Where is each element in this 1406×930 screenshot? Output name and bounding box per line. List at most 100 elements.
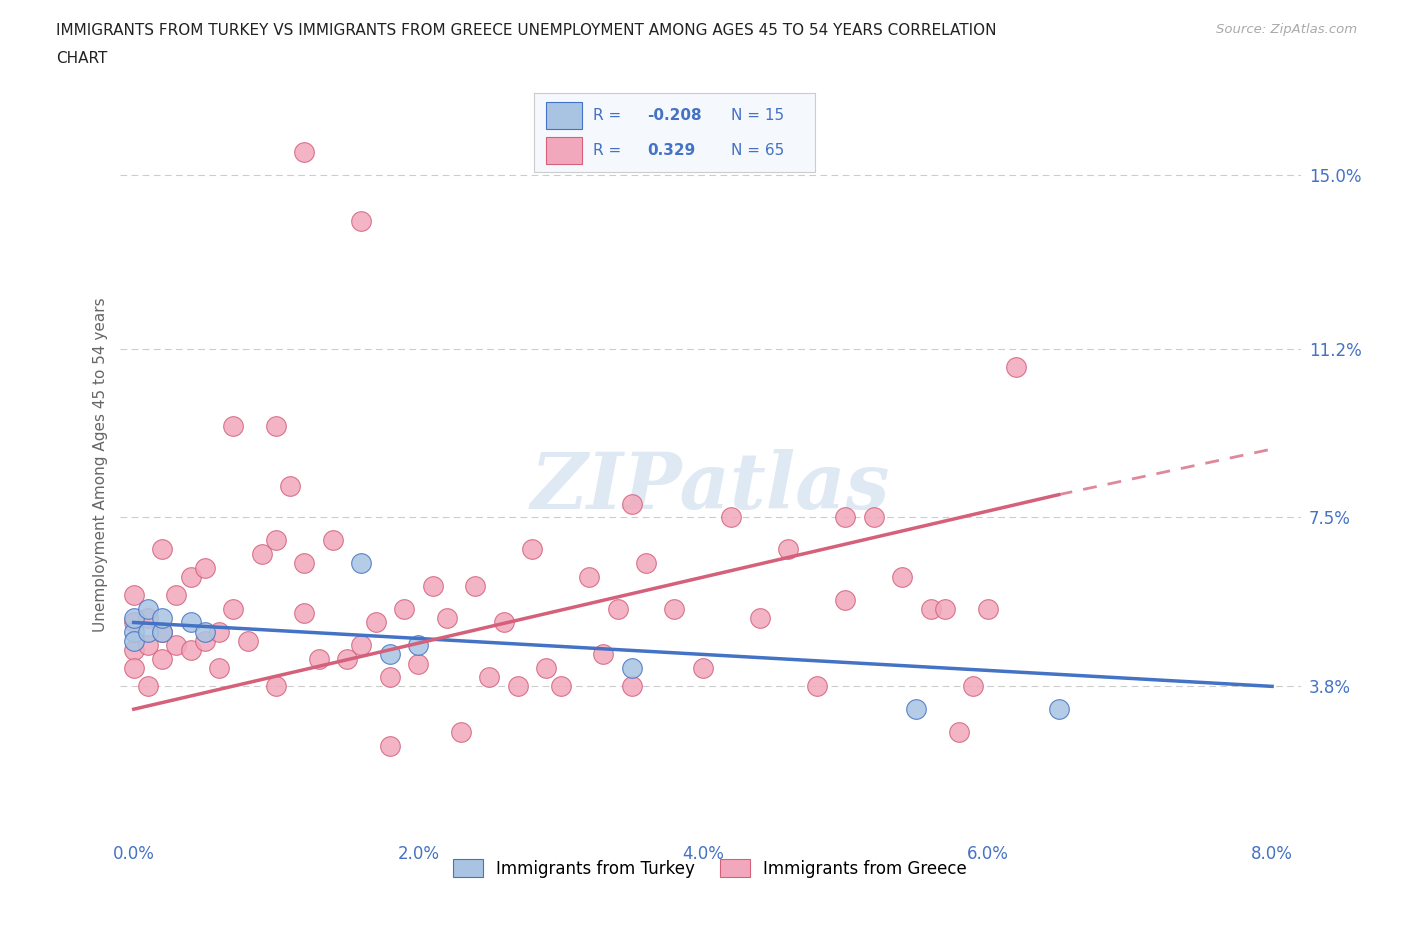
Point	[536, 660, 558, 675]
Point	[962, 679, 984, 694]
Point	[222, 418, 245, 433]
Point	[408, 656, 430, 671]
Point	[236, 633, 259, 648]
Point	[1005, 359, 1028, 374]
Point	[122, 660, 145, 675]
Point	[550, 679, 572, 694]
Text: N = 65: N = 65	[731, 143, 785, 158]
Text: ZIPatlas: ZIPatlas	[530, 449, 890, 525]
Point	[165, 638, 187, 653]
Point	[834, 510, 856, 525]
Point	[136, 602, 159, 617]
Point	[1047, 702, 1070, 717]
Text: 0.329: 0.329	[647, 143, 695, 158]
Point	[150, 610, 173, 625]
Point	[891, 569, 914, 584]
Point	[948, 724, 970, 739]
Point	[392, 602, 415, 617]
Point	[634, 556, 657, 571]
Point	[308, 652, 330, 667]
Point	[692, 660, 714, 675]
Point	[920, 602, 942, 617]
Point	[136, 610, 159, 625]
Point	[222, 602, 245, 617]
Point	[150, 624, 173, 639]
Point	[122, 624, 145, 639]
Point	[194, 624, 217, 639]
Point	[136, 624, 159, 639]
Point	[122, 633, 145, 648]
Point	[180, 643, 202, 658]
Text: Source: ZipAtlas.com: Source: ZipAtlas.com	[1216, 23, 1357, 36]
Point	[436, 610, 458, 625]
Point	[294, 606, 316, 621]
Point	[122, 615, 145, 630]
Text: IMMIGRANTS FROM TURKEY VS IMMIGRANTS FROM GREECE UNEMPLOYMENT AMONG AGES 45 TO 5: IMMIGRANTS FROM TURKEY VS IMMIGRANTS FRO…	[56, 23, 997, 38]
Point	[136, 679, 159, 694]
Point	[606, 602, 628, 617]
Point	[350, 638, 373, 653]
Point	[378, 738, 401, 753]
Point	[264, 679, 287, 694]
Point	[778, 542, 800, 557]
Point	[150, 652, 173, 667]
Point	[122, 643, 145, 658]
Point	[834, 592, 856, 607]
Point	[450, 724, 472, 739]
FancyBboxPatch shape	[546, 101, 582, 128]
Point	[422, 578, 444, 593]
Point	[194, 560, 217, 575]
Point	[748, 610, 770, 625]
Point	[122, 588, 145, 603]
Point	[278, 478, 301, 493]
Point	[592, 647, 614, 662]
Point	[720, 510, 742, 525]
Point	[150, 542, 173, 557]
Point	[620, 497, 643, 512]
Point	[180, 615, 202, 630]
Point	[620, 660, 643, 675]
Text: R =: R =	[593, 108, 627, 123]
Text: N = 15: N = 15	[731, 108, 785, 123]
Text: -0.208: -0.208	[647, 108, 702, 123]
Point	[578, 569, 600, 584]
Point	[664, 602, 686, 617]
Point	[520, 542, 543, 557]
Point	[378, 670, 401, 684]
Point	[934, 602, 956, 617]
Point	[620, 679, 643, 694]
Point	[506, 679, 529, 694]
Point	[806, 679, 828, 694]
Point	[862, 510, 884, 525]
Point	[378, 647, 401, 662]
Point	[150, 624, 173, 639]
FancyBboxPatch shape	[546, 138, 582, 165]
Point	[180, 569, 202, 584]
Point	[294, 145, 316, 160]
Point	[336, 652, 359, 667]
Point	[976, 602, 998, 617]
Point	[408, 638, 430, 653]
Point	[208, 660, 231, 675]
Y-axis label: Unemployment Among Ages 45 to 54 years: Unemployment Among Ages 45 to 54 years	[93, 298, 108, 632]
Point	[905, 702, 928, 717]
Point	[492, 615, 515, 630]
Point	[194, 633, 217, 648]
Point	[350, 556, 373, 571]
Point	[350, 213, 373, 228]
Text: R =: R =	[593, 143, 631, 158]
Point	[364, 615, 387, 630]
Text: CHART: CHART	[56, 51, 108, 66]
Point	[264, 533, 287, 548]
Point	[322, 533, 344, 548]
Point	[264, 418, 287, 433]
Point	[294, 556, 316, 571]
Point	[464, 578, 486, 593]
Point	[136, 638, 159, 653]
Point	[165, 588, 187, 603]
Point	[478, 670, 501, 684]
Point	[122, 610, 145, 625]
Point	[250, 547, 273, 562]
Point	[208, 624, 231, 639]
Legend: Immigrants from Turkey, Immigrants from Greece: Immigrants from Turkey, Immigrants from …	[446, 853, 974, 884]
